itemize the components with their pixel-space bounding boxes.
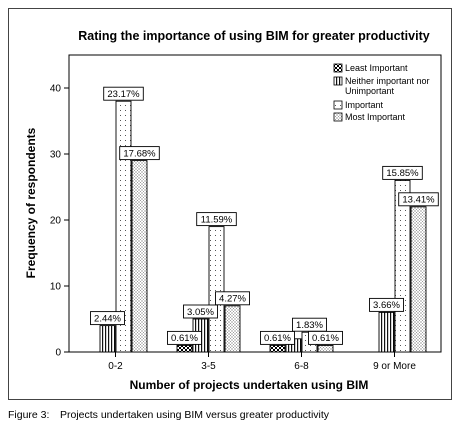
data-label-3-5-important: 11.59%	[201, 214, 233, 225]
bar-9-or-more-neither-important-nor-unimportant	[378, 311, 395, 353]
data-label-box-3-5-neither-important-nor-unimportant	[183, 304, 218, 319]
y-tick-label-20: 20	[50, 216, 62, 227]
legend-label-most-important: Most Important	[345, 112, 406, 122]
data-label-3-5-least-important: 0.61%	[171, 333, 198, 344]
x-axis-ticks: 0-2 3-5 6-8 9 or More	[108, 352, 416, 372]
legend-label-neither-line2: Unimportant	[345, 86, 395, 96]
y-tick-label-0: 0	[55, 348, 61, 359]
data-label-0-2-neither-important-nor-unimportant: 2.44%	[94, 313, 121, 324]
x-tick-label-3-5: 3-5	[201, 361, 216, 372]
bar-0-2-important	[115, 100, 132, 353]
bar-chart: Rating the importance of using BIM for g…	[24, 29, 442, 392]
data-label-box-3-5-important	[196, 212, 237, 227]
legend-label-least-important: Least Important	[345, 63, 408, 73]
figure-caption-text: Projects undertaken using BIM versus gre…	[60, 409, 330, 421]
bars-group	[99, 100, 427, 353]
data-label-3-5-neither-important-nor-unimportant: 3.05%	[187, 307, 214, 318]
data-label-6-8-important: 1.83%	[296, 320, 323, 331]
data-label-9-or-more-neither-important-nor-unimportant: 3.66%	[373, 300, 400, 311]
data-label-box-9-or-more-most-important	[398, 192, 439, 207]
data-label-box-0-2-most-important	[119, 146, 160, 161]
legend-swatch-least-important	[333, 63, 343, 73]
bar-3-5-important	[208, 226, 225, 353]
x-tick-label-0-2: 0-2	[108, 361, 123, 372]
data-label-box-9-or-more-neither-important-nor-unimportant	[369, 297, 404, 312]
data-label-box-3-5-most-important	[215, 291, 250, 306]
y-tick-label-10: 10	[50, 282, 62, 293]
data-label-9-or-more-most-important: 13.41%	[402, 195, 435, 206]
data-label-box-0-2-neither-important-nor-unimportant	[90, 311, 125, 326]
chart-frame: Rating the importance of using BIM for g…	[8, 8, 452, 400]
plot-area	[68, 54, 442, 353]
legend-label-neither: Neither important nor Unimportant	[345, 76, 432, 96]
x-axis-label: Number of projects undertaken using BIM	[130, 378, 369, 392]
bar-3-5-least-important	[176, 344, 193, 353]
bar-6-8-most-important	[317, 344, 334, 353]
x-tick-label-6-8: 6-8	[294, 361, 309, 372]
data-label-6-8-most-important: 0.61%	[312, 333, 339, 344]
data-label-box-0-2-important	[103, 86, 144, 101]
legend-label-important: Important	[345, 100, 384, 110]
legend: Least Important Neither important nor Un…	[333, 63, 432, 122]
data-label-box-9-or-more-important	[382, 165, 423, 180]
data-label-3-5-most-important: 4.27%	[219, 294, 246, 305]
bar-0-2-neither-important-nor-unimportant	[99, 325, 116, 353]
data-labels-group: 2.44% 23.17% 17.68% 0.61% 3.05% 11.59% 4.27% 0.…	[90, 86, 439, 345]
legend-swatch-important	[333, 100, 343, 110]
figure-caption: Figure 3: Projects undertaken using BIM v…	[8, 409, 329, 421]
bar-9-or-more-most-important	[410, 206, 427, 353]
chart-title: Rating the importance of using BIM for g…	[78, 29, 429, 43]
data-label-0-2-most-important: 17.68%	[123, 148, 156, 159]
data-label-9-or-more-important: 15.85%	[386, 168, 419, 179]
figure-number: Figure 3:	[8, 409, 50, 421]
data-label-box-6-8-most-important	[308, 330, 343, 345]
y-axis-label: Frequency of respondents	[24, 127, 38, 278]
legend-label-neither-line1: Neither important nor	[345, 76, 430, 86]
bar-3-5-most-important	[224, 305, 241, 353]
bar-6-8-least-important	[269, 344, 286, 353]
data-label-0-2-important: 23.17%	[107, 89, 140, 100]
bar-0-2-most-important	[131, 160, 148, 353]
data-label-6-8-least-important: 0.61%	[264, 333, 291, 344]
x-tick-label-9-or-more: 9 or More	[373, 361, 416, 372]
data-label-box-3-5-least-important	[167, 330, 202, 345]
y-tick-label-30: 30	[50, 150, 62, 161]
y-axis-ticks: 0 10 20 30 40	[50, 84, 69, 359]
legend-swatch-neither	[333, 76, 343, 86]
y-tick-label-40: 40	[50, 84, 62, 95]
legend-swatch-most-important	[333, 112, 343, 122]
data-label-box-6-8-least-important	[260, 330, 295, 345]
